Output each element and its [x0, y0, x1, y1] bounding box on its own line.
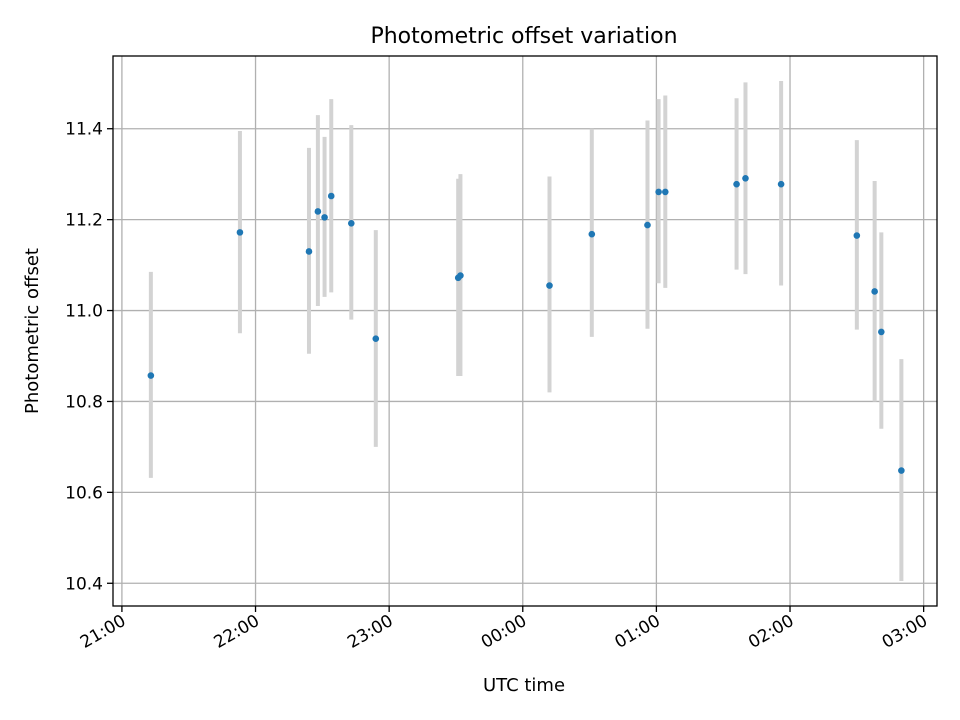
y-tick-label: 10.8: [65, 392, 103, 412]
data-point: [321, 214, 328, 221]
data-point: [853, 232, 861, 239]
data-point: [372, 335, 380, 343]
plot-frame: [112, 55, 938, 607]
data-point: [644, 221, 651, 229]
data-point: [655, 188, 662, 196]
x-tick-label: 01:00: [611, 611, 663, 653]
y-tick-label: 11.0: [65, 302, 103, 322]
data-point: [314, 208, 322, 215]
y-tick-label: 10.6: [65, 483, 103, 503]
data-point: [878, 328, 885, 336]
x-tick-label: 00:00: [478, 611, 530, 653]
data-point: [147, 372, 155, 379]
grid: [113, 56, 937, 606]
data-point: [742, 174, 749, 182]
data-point: [898, 467, 905, 474]
y-tick-label: 11.4: [65, 120, 103, 140]
data-point: [546, 282, 553, 289]
data-point: [733, 180, 740, 188]
x-tick-label: 21:00: [77, 611, 129, 653]
x-tick-label: 22:00: [211, 611, 263, 653]
x-axis-label: UTC time: [483, 675, 565, 696]
data-point: [871, 288, 878, 295]
y-axis-label: Photometric offset: [22, 248, 43, 414]
data-point: [236, 229, 244, 236]
y-ticks: 10.4 10.6 10.8 11.0 11.2 11.4: [65, 120, 113, 594]
data-point: [305, 248, 313, 255]
data-point: [347, 219, 355, 227]
y-tick-label: 11.2: [65, 211, 103, 231]
data-point: [588, 230, 596, 238]
data-point: [662, 188, 669, 196]
x-ticks: 21:00 22:00 23:00 00:00 01:00 02:00 03:00: [77, 606, 931, 653]
chart-title: Photometric offset variation: [370, 24, 677, 49]
data-point: [327, 192, 335, 200]
data-points: [147, 174, 905, 474]
error-bars: [148, 81, 904, 581]
data-point: [777, 180, 785, 188]
x-tick-label: 02:00: [745, 611, 797, 653]
data-point: [457, 272, 464, 279]
y-tick-label: 10.4: [65, 574, 103, 594]
x-tick-label: 03:00: [879, 611, 931, 653]
x-tick-label: 23:00: [344, 611, 396, 653]
